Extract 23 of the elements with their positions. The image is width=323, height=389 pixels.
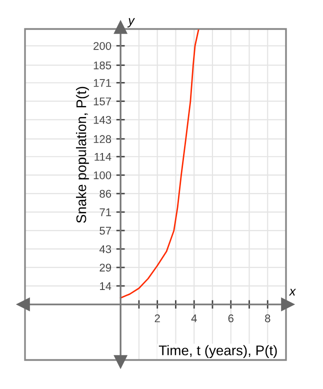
x-tick-label: 2 [154,314,160,322]
x-tick-label: 6 [228,314,234,322]
y-tick-label: 157 [94,98,111,106]
x-tick-label: 4 [191,314,197,322]
y-tick-label: 43 [99,245,112,254]
line-series [120,29,200,299]
y-tick-label: 71 [100,208,112,216]
y-tick-label: 57 [100,226,111,235]
y-tick-label: 185 [94,61,112,70]
text: y [127,18,135,28]
y-axis-title: Snake population, P(t) [76,86,89,223]
x-tick-label: 8 [265,314,270,322]
y-tick-label: 114 [94,153,112,161]
x-axis-title: Time, t (years), P(t) [158,345,277,358]
y-tick-label: 14 [100,282,112,290]
y-tick-label: 29 [100,264,112,272]
y-tick-label: 171 [94,79,112,87]
y-tick-label: 200 [94,42,112,50]
y-tick-label: 128 [94,135,112,144]
text: x [288,288,296,296]
y-tick-label: 86 [100,190,112,198]
y-tick-label: 143 [94,116,112,124]
y-tick-label: 100 [94,171,112,180]
